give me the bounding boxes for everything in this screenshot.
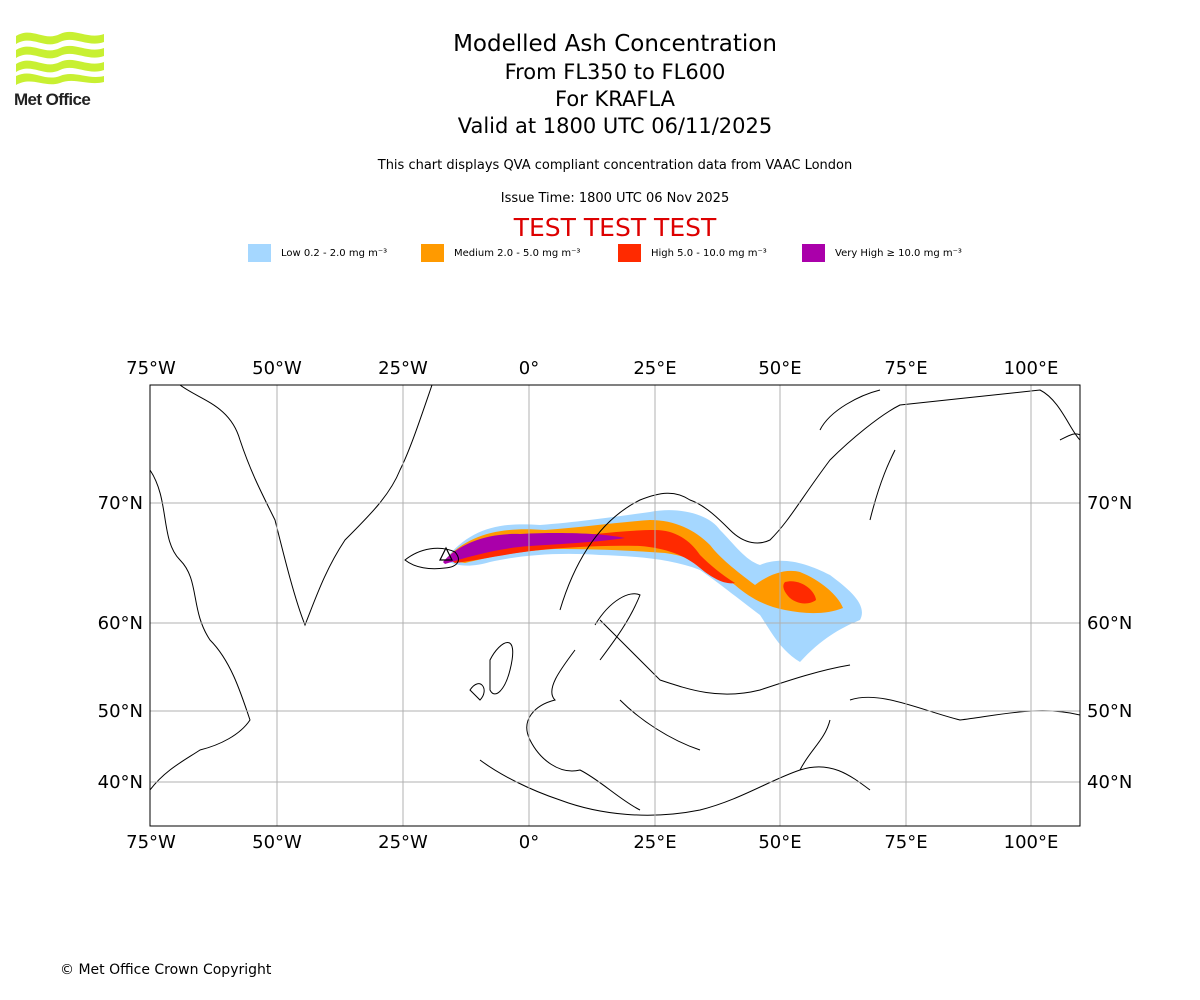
country-borders (599, 619, 851, 751)
volcano-name: For KRAFLA (555, 87, 675, 111)
arctic-islands-coast (819, 389, 1080, 521)
legend-label-low: Low 0.2 - 2.0 mg m⁻³ (281, 247, 388, 259)
legend-label-high: High 5.0 - 10.0 mg m⁻³ (651, 247, 767, 259)
lon-tick-label: 0° (519, 832, 539, 853)
chart-title-block: Modelled Ash Concentration From FL350 to… (0, 30, 1200, 140)
map-frame (149, 384, 1081, 827)
ash-low-area (445, 510, 862, 662)
issue-time: Issue Time: 1800 UTC 06 Nov 2025 (500, 191, 730, 206)
legend-label-very-high: Very High ≥ 10.0 mg m⁻³ (835, 247, 962, 259)
greenland-coast (179, 385, 433, 627)
lat-tick-label: 40°N (98, 772, 143, 793)
lat-labels-left: 70°N 60°N 50°N 40°N (98, 493, 143, 793)
lat-tick-label: 40°N (1087, 772, 1132, 793)
ash-very-high-area (443, 533, 625, 564)
mediterranean-coast (479, 759, 871, 816)
copyright-notice: © Met Office Crown Copyright (60, 962, 272, 978)
test-banner: TEST TEST TEST (513, 213, 717, 242)
met-office-logo-text: Met Office (14, 90, 91, 109)
compliance-note: This chart displays QVA compliant concen… (377, 158, 853, 173)
ash-high-polygon (450, 530, 735, 584)
lon-tick-label: 75°E (884, 832, 927, 853)
ash-medium-polygon (445, 520, 843, 614)
legend-item-high: High 5.0 - 10.0 mg m⁻³ (618, 244, 767, 262)
legend-item-low: Low 0.2 - 2.0 mg m⁻³ (248, 244, 387, 262)
flight-level-range: From FL350 to FL600 (504, 60, 726, 84)
iceland-coast (404, 547, 459, 570)
lat-tick-label: 50°N (1087, 701, 1132, 722)
lat-tick-label: 70°N (1087, 493, 1132, 514)
lon-tick-label: 50°E (758, 832, 801, 853)
lat-tick-label: 60°N (1087, 613, 1132, 634)
lon-tick-label: 75°E (884, 358, 927, 379)
lon-labels-bottom: 75°W 50°W 25°W 0° 25°E 50°E 75°E 100°E (126, 832, 1058, 853)
chart-title: Modelled Ash Concentration (453, 31, 777, 57)
lon-tick-label: 25°E (633, 358, 676, 379)
lon-tick-label: 50°E (758, 358, 801, 379)
lat-labels-right: 70°N 60°N 50°N 40°N (1087, 493, 1132, 793)
western-europe-coast (469, 593, 641, 811)
lon-tick-label: 75°W (126, 832, 176, 853)
lon-tick-label: 25°W (378, 832, 428, 853)
lon-tick-label: 25°W (378, 358, 428, 379)
lon-tick-label: 100°E (1004, 832, 1059, 853)
central-asia-borders (799, 696, 1080, 771)
legend-swatch-high (618, 244, 641, 262)
volcano-triangle-icon (439, 546, 453, 561)
legend-swatch-low (248, 244, 271, 262)
lon-tick-label: 0° (519, 358, 539, 379)
legend-item-very-high: Very High ≥ 10.0 mg m⁻³ (802, 244, 962, 262)
legend-swatch-very-high (802, 244, 825, 262)
legend-swatch-medium (421, 244, 444, 262)
gridlines (150, 385, 1080, 826)
north-america-coast (150, 469, 251, 791)
ash-very-high-polygon (443, 533, 625, 564)
legend-item-medium: Medium 2.0 - 5.0 mg m⁻³ (421, 244, 580, 262)
lon-tick-label: 50°W (252, 832, 302, 853)
map-content (150, 385, 1080, 816)
ash-low-polygon (445, 510, 862, 662)
lon-labels-top: 75°W 50°W 25°W 0° 25°E 50°E 75°E 100°E (126, 358, 1058, 379)
lon-tick-label: 100°E (1004, 358, 1059, 379)
ash-medium-area (445, 520, 843, 614)
lat-tick-label: 50°N (98, 701, 143, 722)
ash-high-secondary-polygon (783, 581, 816, 604)
valid-time: Valid at 1800 UTC 06/11/2025 (457, 114, 773, 138)
lon-tick-label: 25°E (633, 832, 676, 853)
ash-high-area (450, 530, 816, 604)
met-office-waves-icon (16, 31, 104, 85)
met-office-logo: Met Office (14, 28, 110, 109)
coastlines (150, 385, 1080, 816)
lat-tick-label: 60°N (98, 613, 143, 634)
lon-tick-label: 50°W (252, 358, 302, 379)
lon-tick-label: 75°W (126, 358, 176, 379)
lat-tick-label: 70°N (98, 493, 143, 514)
scandinavia-russia-coast (559, 389, 1080, 611)
legend-label-medium: Medium 2.0 - 5.0 mg m⁻³ (454, 247, 581, 259)
